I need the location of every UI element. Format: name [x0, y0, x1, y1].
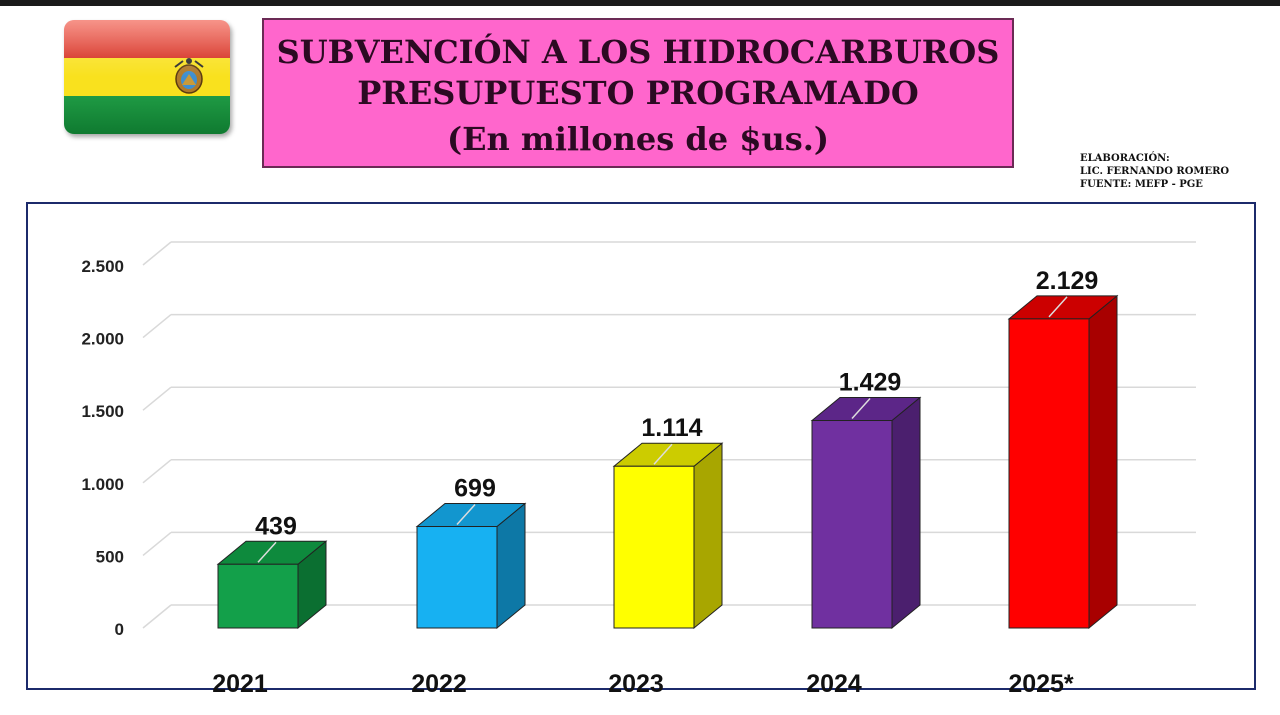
data-label: 2.129	[1036, 267, 1099, 295]
top-border	[0, 0, 1280, 6]
gridline-depth	[142, 241, 172, 266]
data-label: 1.429	[839, 369, 902, 397]
x-tick-label: 2023	[608, 670, 664, 698]
x-tick-label: 2022	[411, 670, 467, 698]
x-tick-label: 2024	[806, 670, 862, 698]
title-line-2: PRESUPUESTO PROGRAMADO	[357, 74, 919, 112]
data-label-leader	[851, 398, 871, 420]
x-tick-label: 2021	[212, 670, 268, 698]
data-label-leader	[456, 504, 476, 526]
bolivia-flag-icon	[64, 20, 230, 134]
data-label: 699	[454, 475, 496, 503]
x-tick-label: 2025*	[1008, 670, 1074, 698]
gridline-depth	[142, 531, 172, 556]
data-label-leader	[257, 541, 277, 563]
title-line-3: (En millones de $us.)	[446, 120, 830, 158]
y-tick-label: 2.000	[81, 330, 124, 349]
data-label: 1.114	[641, 414, 702, 442]
y-tick-label: 500	[96, 547, 124, 566]
credit-line-2: LIC. FERNANDO ROMERO	[1080, 166, 1230, 177]
y-tick-label: 1.500	[81, 402, 124, 421]
flag-gloss	[64, 20, 230, 77]
y-tick-label: 0	[115, 620, 124, 639]
bar-2021	[217, 563, 299, 629]
gridline-depth	[142, 314, 172, 339]
bar-side-2023	[693, 442, 723, 630]
title-line-1: SUBVENCIÓN A LOS HIDROCARBUROS	[276, 33, 1000, 71]
bar-2024	[811, 420, 893, 629]
bar-2025*	[1008, 318, 1090, 629]
coat-of-arms-icon	[174, 58, 204, 94]
credit-line-1: ELABORACIÓN:	[1080, 153, 1170, 164]
gridline-depth	[142, 386, 172, 411]
gridline-depth	[142, 459, 172, 484]
data-label: 439	[255, 512, 297, 540]
bar-2023	[613, 465, 695, 629]
gridline-depth	[142, 604, 172, 629]
flag-red-stripe	[64, 20, 230, 58]
bar-2022	[416, 526, 498, 629]
y-tick-label: 2.500	[81, 257, 124, 276]
bar-side-2024	[891, 396, 921, 630]
flag-green-stripe	[64, 96, 230, 134]
y-tick-label: 1.000	[81, 475, 124, 494]
data-label-leader	[1048, 296, 1068, 318]
data-label-leader	[653, 443, 673, 465]
bar-side-2025*	[1088, 294, 1118, 630]
credit-line-3: FUENTE: MEFP - PGE	[1080, 179, 1203, 190]
title-box: SUBVENCIÓN A LOS HIDROCARBUROS PRESUPUES…	[262, 18, 1014, 168]
credits: ELABORACIÓN: LIC. FERNANDO ROMERO FUENTE…	[1080, 152, 1229, 191]
